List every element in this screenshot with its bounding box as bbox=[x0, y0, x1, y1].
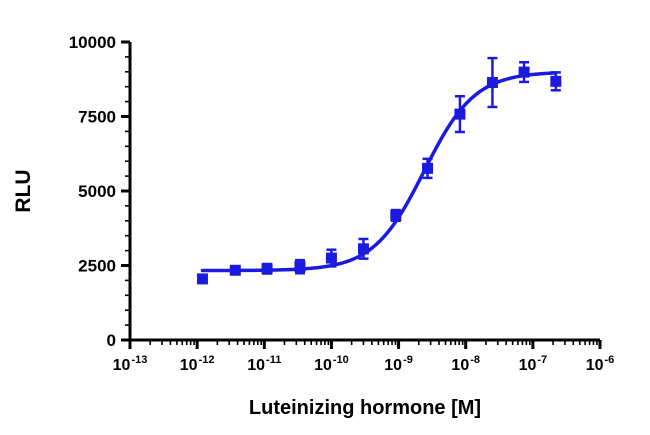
x-tick-label: 10-10 bbox=[314, 354, 349, 374]
y-tick-label: 0 bbox=[107, 331, 116, 350]
data-point-marker bbox=[550, 75, 562, 87]
data-point-marker bbox=[422, 162, 434, 174]
axes bbox=[128, 42, 600, 342]
data-point-marker bbox=[261, 263, 273, 275]
y-tick-label: 2500 bbox=[78, 257, 116, 276]
x-tick-label: 10-11 bbox=[247, 354, 281, 374]
fit-curve bbox=[200, 71, 558, 273]
data-point-marker bbox=[486, 77, 498, 89]
data-point-marker bbox=[229, 264, 241, 276]
data-point-marker bbox=[196, 273, 208, 285]
x-tick-label: 10-8 bbox=[451, 354, 480, 374]
y-tick-label: 10000 bbox=[69, 33, 116, 52]
data-point-marker bbox=[454, 108, 466, 120]
y-tick-label: 5000 bbox=[78, 182, 116, 201]
data-point-marker bbox=[325, 252, 337, 264]
x-tick-label: 10-13 bbox=[113, 354, 148, 374]
data-point-marker bbox=[294, 261, 306, 273]
x-tick-label: 10-9 bbox=[384, 354, 413, 374]
x-tick-label: 10-12 bbox=[180, 354, 215, 374]
data-point-marker bbox=[357, 243, 369, 255]
data-point-marker bbox=[518, 66, 530, 78]
plot-area: 10-13 10-12 10-11 10-10 10-9 10-8 10-7 10-6 0 250… bbox=[69, 33, 615, 374]
x-tick-label: 10-7 bbox=[519, 354, 548, 374]
x-tick-label: 10-6 bbox=[586, 354, 615, 374]
x-axis-title: Luteinizing hormone [M] bbox=[249, 397, 481, 419]
y-tick-label: 7500 bbox=[78, 108, 116, 127]
y-axis-title: RLU bbox=[12, 169, 35, 212]
data-point-marker bbox=[390, 209, 402, 221]
